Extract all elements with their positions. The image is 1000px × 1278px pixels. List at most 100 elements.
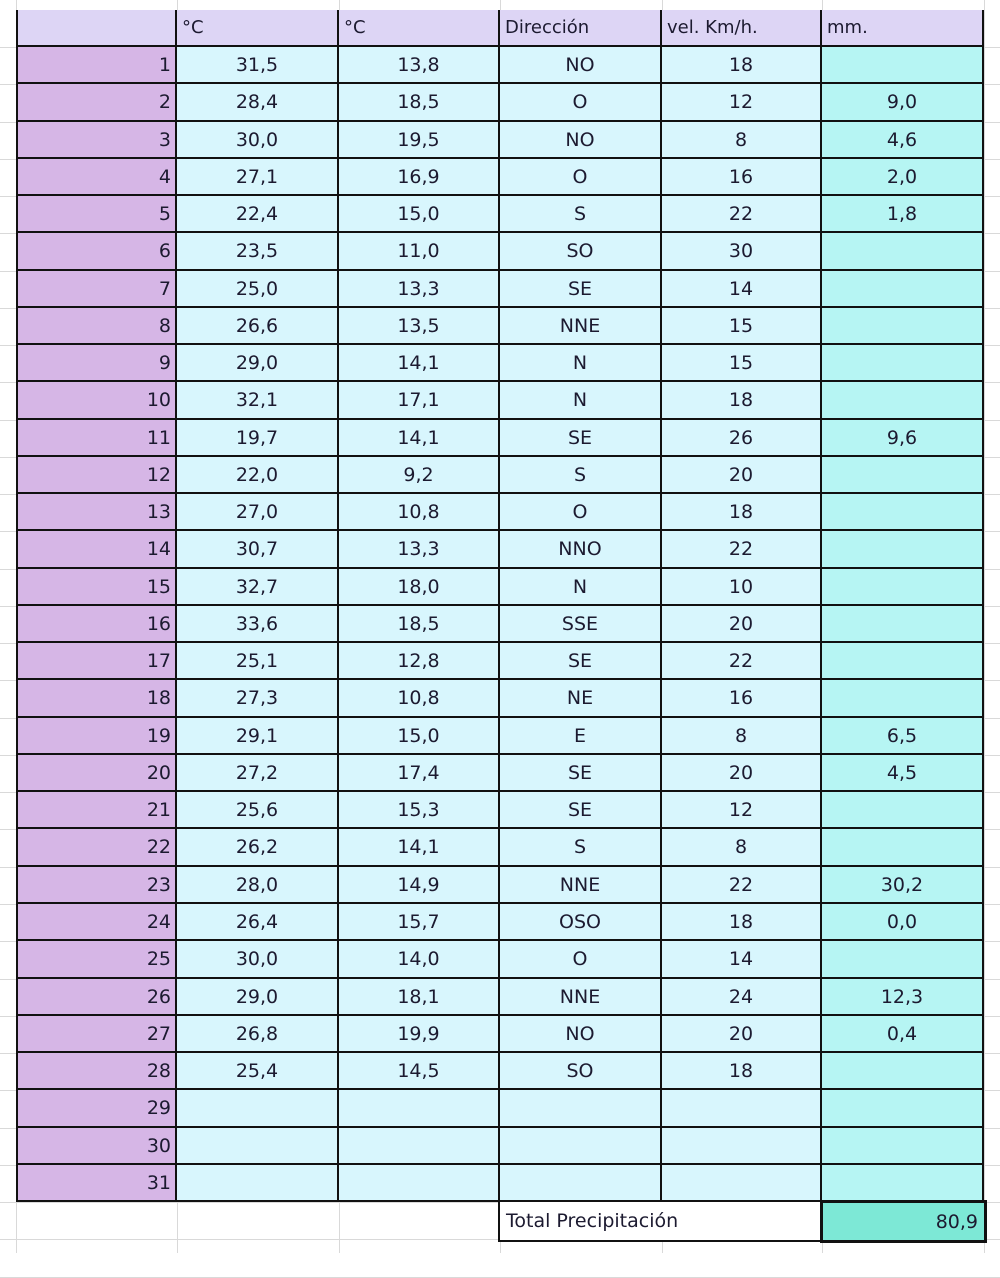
day-number-cell[interactable]: 2	[16, 84, 177, 122]
day-number-cell[interactable]: 26	[16, 979, 177, 1016]
max-temp-cell[interactable]	[177, 1128, 339, 1165]
max-temp-cell[interactable]: 22,0	[177, 457, 339, 494]
total-precipitation-value[interactable]: 80,9	[820, 1200, 987, 1243]
min-temp-cell[interactable]: 18,1	[339, 979, 500, 1016]
wind-direction-cell[interactable]: N	[500, 382, 662, 420]
wind-direction-cell[interactable]: SE	[500, 643, 662, 680]
wind-direction-cell[interactable]: SE	[500, 420, 662, 457]
min-temp-cell[interactable]: 14,5	[339, 1053, 500, 1090]
precipitation-cell[interactable]	[822, 494, 984, 531]
max-temp-cell[interactable]: 30,7	[177, 531, 339, 569]
min-temp-cell[interactable]: 13,8	[339, 47, 500, 84]
wind-direction-cell[interactable]: O	[500, 159, 662, 196]
wind-direction-cell[interactable]: S	[500, 196, 662, 233]
precipitation-cell[interactable]	[822, 1090, 984, 1128]
min-temp-cell[interactable]: 14,1	[339, 345, 500, 382]
wind-direction-cell[interactable]: SO	[500, 1053, 662, 1090]
wind-speed-cell[interactable]: 8	[662, 829, 822, 867]
wind-speed-cell[interactable]: 22	[662, 196, 822, 233]
max-temp-cell[interactable]: 28,4	[177, 84, 339, 122]
precipitation-cell[interactable]	[822, 1128, 984, 1165]
max-temp-cell[interactable]: 29,1	[177, 718, 339, 755]
day-number-cell[interactable]: 3	[16, 122, 177, 159]
min-temp-cell[interactable]: 11,0	[339, 233, 500, 271]
wind-speed-cell[interactable]	[662, 1165, 822, 1202]
precipitation-cell[interactable]: 1,8	[822, 196, 984, 233]
day-number-cell[interactable]: 17	[16, 643, 177, 680]
precipitation-cell[interactable]	[822, 271, 984, 308]
precipitation-cell[interactable]	[822, 308, 984, 345]
day-number-cell[interactable]: 21	[16, 792, 177, 829]
wind-direction-cell[interactable]: SE	[500, 271, 662, 308]
wind-speed-cell[interactable]: 16	[662, 159, 822, 196]
day-number-cell[interactable]: 20	[16, 755, 177, 792]
max-temp-cell[interactable]: 27,3	[177, 680, 339, 718]
precipitation-cell[interactable]	[822, 382, 984, 420]
wind-direction-cell[interactable]: NO	[500, 1016, 662, 1053]
wind-direction-cell[interactable]: S	[500, 829, 662, 867]
min-temp-cell[interactable]: 14,9	[339, 867, 500, 904]
max-temp-cell[interactable]: 29,0	[177, 979, 339, 1016]
min-temp-cell[interactable]	[339, 1165, 500, 1202]
precipitation-cell[interactable]: 2,0	[822, 159, 984, 196]
wind-direction-cell[interactable]: S	[500, 457, 662, 494]
wind-direction-cell[interactable]: SE	[500, 755, 662, 792]
wind-speed-cell[interactable]: 20	[662, 1016, 822, 1053]
min-temp-cell[interactable]: 15,3	[339, 792, 500, 829]
day-number-cell[interactable]: 13	[16, 494, 177, 531]
wind-direction-cell[interactable]: SSE	[500, 606, 662, 643]
max-temp-cell[interactable]: 25,0	[177, 271, 339, 308]
wind-direction-cell[interactable]	[500, 1090, 662, 1128]
wind-speed-cell[interactable]: 20	[662, 457, 822, 494]
max-temp-cell[interactable]: 32,7	[177, 569, 339, 606]
min-temp-cell[interactable]: 12,8	[339, 643, 500, 680]
max-temp-cell[interactable]: 32,1	[177, 382, 339, 420]
max-temp-cell[interactable]: 28,0	[177, 867, 339, 904]
wind-speed-cell[interactable]: 18	[662, 904, 822, 941]
wind-direction-cell[interactable]: NNE	[500, 308, 662, 345]
day-number-cell[interactable]: 10	[16, 382, 177, 420]
precipitation-cell[interactable]	[822, 606, 984, 643]
day-number-cell[interactable]: 28	[16, 1053, 177, 1090]
precipitation-cell[interactable]	[822, 829, 984, 867]
precipitation-cell[interactable]: 12,3	[822, 979, 984, 1016]
day-number-cell[interactable]: 6	[16, 233, 177, 271]
column-header-wind-direction[interactable]: Dirección	[500, 10, 662, 47]
wind-speed-cell[interactable]: 12	[662, 84, 822, 122]
day-number-cell[interactable]: 27	[16, 1016, 177, 1053]
wind-speed-cell[interactable]: 18	[662, 1053, 822, 1090]
min-temp-cell[interactable]: 10,8	[339, 494, 500, 531]
wind-speed-cell[interactable]: 22	[662, 867, 822, 904]
min-temp-cell[interactable]: 18,5	[339, 84, 500, 122]
min-temp-cell[interactable]: 18,0	[339, 569, 500, 606]
wind-speed-cell[interactable]: 18	[662, 494, 822, 531]
wind-direction-cell[interactable]: N	[500, 569, 662, 606]
max-temp-cell[interactable]: 25,6	[177, 792, 339, 829]
column-header-precipitation[interactable]: mm.	[822, 10, 984, 47]
precipitation-cell[interactable]	[822, 1053, 984, 1090]
wind-direction-cell[interactable]: SO	[500, 233, 662, 271]
day-number-cell[interactable]: 22	[16, 829, 177, 867]
wind-speed-cell[interactable]: 18	[662, 382, 822, 420]
wind-speed-cell[interactable]: 22	[662, 643, 822, 680]
max-temp-cell[interactable]: 29,0	[177, 345, 339, 382]
max-temp-cell[interactable]: 27,1	[177, 159, 339, 196]
min-temp-cell[interactable]: 15,0	[339, 718, 500, 755]
min-temp-cell[interactable]: 14,1	[339, 829, 500, 867]
precipitation-cell[interactable]	[822, 531, 984, 569]
wind-speed-cell[interactable]: 22	[662, 531, 822, 569]
precipitation-cell[interactable]	[822, 345, 984, 382]
wind-speed-cell[interactable]: 18	[662, 47, 822, 84]
max-temp-cell[interactable]: 30,0	[177, 941, 339, 979]
wind-speed-cell[interactable]: 10	[662, 569, 822, 606]
wind-direction-cell[interactable]: NNE	[500, 867, 662, 904]
wind-speed-cell[interactable]: 20	[662, 606, 822, 643]
precipitation-cell[interactable]: 30,2	[822, 867, 984, 904]
precipitation-cell[interactable]: 4,5	[822, 755, 984, 792]
wind-speed-cell[interactable]: 20	[662, 755, 822, 792]
wind-direction-cell[interactable]: NO	[500, 122, 662, 159]
precipitation-cell[interactable]	[822, 569, 984, 606]
day-number-cell[interactable]: 30	[16, 1128, 177, 1165]
day-number-cell[interactable]: 7	[16, 271, 177, 308]
min-temp-cell[interactable]: 15,7	[339, 904, 500, 941]
